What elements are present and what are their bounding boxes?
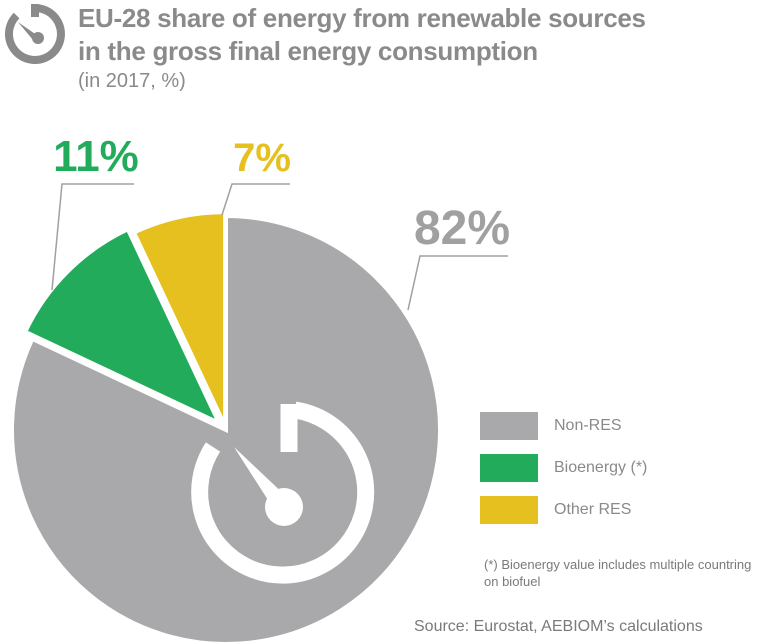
- pie-slice-non-res: [10, 213, 442, 644]
- legend-label-bioenergy: Bioenergy (*): [554, 459, 648, 476]
- legend-item-non-res: Non-RES: [480, 412, 647, 440]
- leader-line-bioenergy: [51, 183, 134, 291]
- legend-item-other-res: Other RES: [480, 496, 647, 524]
- legend-label-non-res: Non-RES: [554, 417, 622, 434]
- gauge-icon: [4, 4, 65, 64]
- legend-swatch-bioenergy: [480, 454, 538, 482]
- title-line-2: in the gross final energy consumption: [78, 36, 538, 66]
- legend: Non-RES Bioenergy (*) Other RES: [480, 412, 647, 538]
- data-label-bioenergy: 11%: [53, 132, 139, 181]
- leader-line-other-res: [221, 183, 290, 216]
- source-text: Source: Eurostat, AEBIOM’s calculations: [414, 618, 703, 635]
- legend-swatch-other-res: [480, 496, 538, 524]
- pie-gauge-icon: [191, 401, 375, 584]
- title-line-1: EU-28 share of energy from renewable sou…: [78, 3, 646, 33]
- pie-slice-other-res: [131, 210, 228, 427]
- data-label-non-res: 82%: [414, 202, 510, 255]
- data-label-other-res: 7%: [233, 136, 291, 180]
- legend-item-bioenergy: Bioenergy (*): [480, 454, 647, 482]
- chart-title: EU-28 share of energy from renewable sou…: [78, 2, 646, 94]
- legend-swatch-non-res: [480, 412, 538, 440]
- footnote: (*) Bioenergy value includes multiple co…: [484, 557, 752, 589]
- chart-subtitle: (in 2017, %): [78, 70, 186, 92]
- legend-label-other-res: Other RES: [554, 501, 632, 518]
- pie-slice-bioenergy: [22, 226, 224, 428]
- leader-line-non-res: [407, 255, 508, 311]
